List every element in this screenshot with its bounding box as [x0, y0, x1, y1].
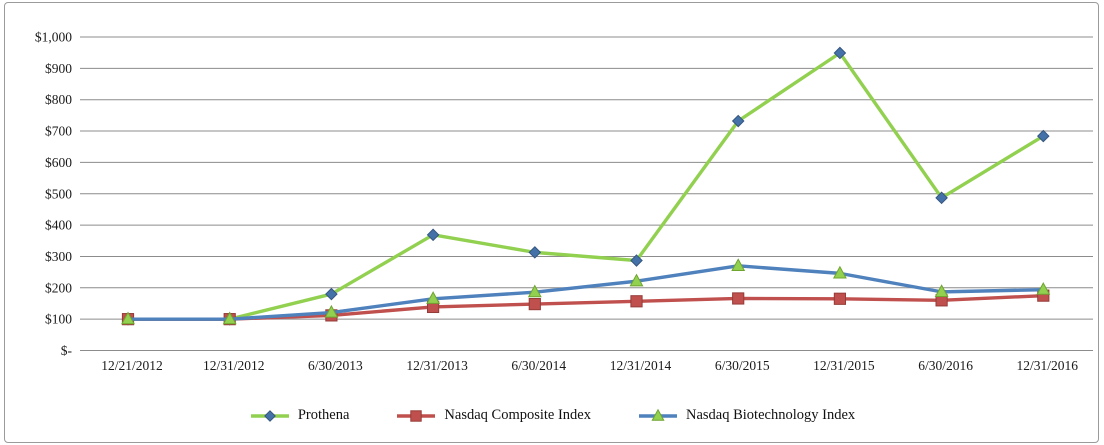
data-point-marker — [121, 311, 135, 325]
legend-label-prothena: Prothena — [297, 407, 350, 423]
y-axis-tick-label: $- — [61, 343, 73, 358]
y-axis-tick-label: $700 — [45, 124, 72, 139]
x-axis-tick-label: 6/30/2014 — [511, 358, 566, 373]
data-point-marker — [833, 46, 847, 60]
prothena-line-diamond-marker-icon — [249, 408, 291, 424]
data-point-marker — [324, 304, 339, 318]
data-point-marker — [934, 284, 949, 297]
data-point-marker — [731, 114, 745, 128]
data-point-marker — [528, 298, 541, 311]
y-axis-tick-label: $200 — [45, 280, 72, 295]
series-prothena — [121, 46, 1050, 326]
data-point-marker — [263, 409, 276, 422]
legend-label-nasdaq-composite: Nasdaq Composite Index — [444, 407, 591, 423]
x-axis-tick-label: 12/31/2016 — [1017, 358, 1079, 373]
x-axis-tick-label: 6/30/2016 — [918, 358, 973, 373]
y-axis-tick-label: $600 — [45, 155, 72, 170]
y-axis-tick-label: $500 — [45, 186, 72, 201]
data-point-marker — [1036, 129, 1050, 143]
data-point-marker — [731, 258, 746, 271]
y-axis-tick-label: $400 — [45, 218, 72, 233]
chart-frame — [4, 2, 1099, 443]
x-axis-tick-label: 12/31/2013 — [406, 358, 468, 373]
data-point-marker — [935, 191, 948, 205]
nasdaq-biotechnology-line-triangle-marker-icon — [637, 408, 679, 424]
data-point-marker — [833, 292, 846, 305]
series-nasdaq-biotechnology-index — [121, 258, 1051, 325]
data-point-marker — [651, 408, 665, 421]
legend-item-prothena: Prothena — [249, 407, 350, 424]
y-axis-tick-label: $300 — [45, 249, 72, 264]
nasdaq-composite-line-square-marker-icon — [395, 408, 437, 424]
data-point-marker — [528, 246, 542, 259]
chart-legend: Prothena Nasdaq Composite Index Nasdaq B… — [0, 407, 1104, 424]
y-axis-tick-label: $100 — [45, 312, 72, 327]
data-point-marker — [629, 273, 644, 287]
series-line-prothena — [126, 51, 1046, 321]
data-point-marker — [426, 291, 441, 304]
data-point-marker — [832, 265, 847, 279]
data-point-marker — [732, 292, 745, 305]
data-point-marker — [630, 254, 643, 267]
y-axis-tick-label: $800 — [45, 92, 72, 107]
data-point-marker — [325, 287, 338, 301]
data-point-marker — [410, 409, 423, 422]
x-axis-tick-label: 6/30/2015 — [715, 358, 770, 373]
data-point-marker — [630, 295, 643, 308]
y-axis-tick-label: $1,000 — [35, 30, 72, 45]
x-axis-tick-label: 12/31/2014 — [610, 358, 672, 373]
data-point-marker — [1036, 282, 1051, 295]
data-point-marker — [222, 311, 237, 325]
data-point-marker — [426, 228, 440, 242]
x-axis-tick-label: 12/31/2012 — [203, 358, 265, 373]
series-line-nasdaq-biotechnology-index — [126, 264, 1046, 321]
legend-label-nasdaq-biotechnology: Nasdaq Biotechnology Index — [686, 407, 856, 423]
x-axis-tick-label: 12/31/2015 — [813, 358, 875, 373]
x-axis-tick-label: 6/30/2013 — [308, 358, 363, 373]
legend-item-nasdaq-composite: Nasdaq Composite Index — [395, 407, 591, 424]
legend-item-nasdaq-biotechnology: Nasdaq Biotechnology Index — [637, 407, 855, 424]
x-axis-tick-label: 12/21/2012 — [101, 358, 163, 373]
data-point-marker — [527, 284, 542, 298]
y-axis-tick-label: $900 — [45, 61, 72, 76]
